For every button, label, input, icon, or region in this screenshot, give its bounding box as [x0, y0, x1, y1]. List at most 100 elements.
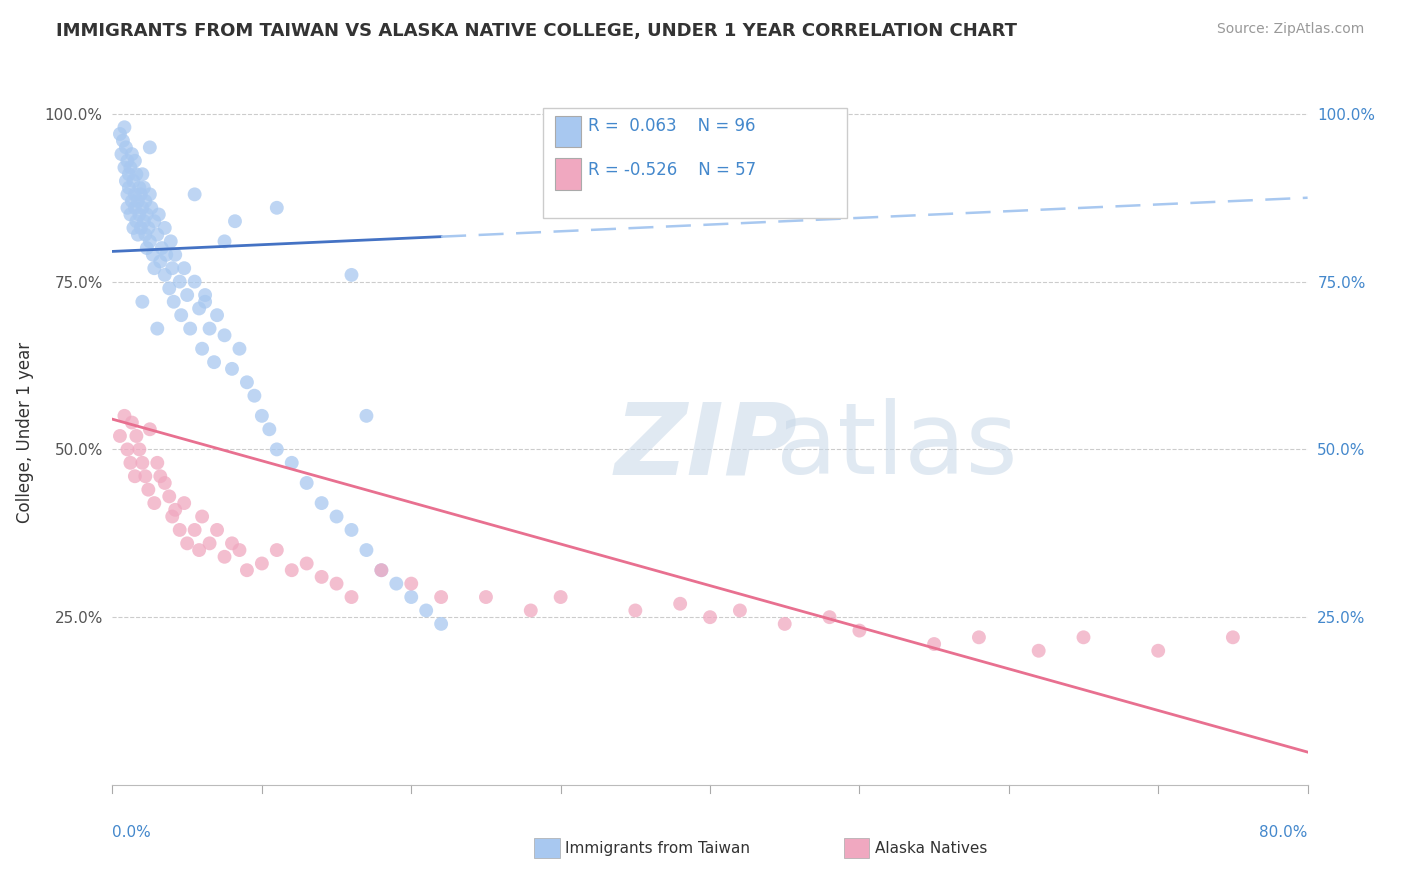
Point	[143, 261, 166, 276]
Point	[129, 187, 152, 202]
Point	[194, 288, 217, 302]
Point	[415, 603, 437, 617]
Point	[163, 294, 186, 309]
Point	[115, 174, 138, 188]
Point	[111, 134, 134, 148]
Point	[170, 308, 193, 322]
Point	[281, 456, 304, 470]
Point	[118, 167, 141, 181]
Point	[340, 590, 363, 604]
Point	[155, 248, 177, 262]
Point	[176, 288, 198, 302]
Point	[818, 610, 841, 624]
Point	[124, 201, 146, 215]
Point	[134, 194, 156, 208]
Point	[370, 563, 392, 577]
Point	[1073, 630, 1095, 644]
Point	[120, 207, 142, 221]
Point	[224, 214, 246, 228]
Point	[153, 268, 176, 282]
Point	[475, 590, 498, 604]
Point	[114, 120, 135, 135]
Point	[125, 214, 148, 228]
Point	[127, 227, 149, 242]
Point	[311, 570, 333, 584]
Point	[128, 180, 150, 194]
Point	[124, 153, 146, 168]
Point	[221, 536, 243, 550]
Point	[228, 543, 250, 558]
Point	[131, 294, 153, 309]
Point	[624, 603, 647, 617]
Point	[228, 342, 250, 356]
Point	[135, 241, 157, 255]
Point	[922, 637, 945, 651]
FancyBboxPatch shape	[543, 109, 848, 218]
Point	[149, 469, 172, 483]
Point	[117, 153, 139, 168]
Point	[120, 456, 142, 470]
Point	[139, 187, 162, 202]
Point	[131, 201, 153, 215]
Point	[325, 576, 347, 591]
Text: atlas: atlas	[776, 398, 1018, 495]
Point	[430, 616, 453, 631]
Text: 80.0%: 80.0%	[1260, 825, 1308, 840]
Point	[125, 429, 148, 443]
Point	[243, 389, 266, 403]
Point	[205, 308, 228, 322]
Text: R =  0.063    N = 96: R = 0.063 N = 96	[588, 117, 755, 135]
Point	[146, 456, 169, 470]
Point	[188, 543, 211, 558]
Point	[169, 275, 191, 289]
Point	[132, 214, 155, 228]
Text: Immigrants from Taiwan: Immigrants from Taiwan	[565, 841, 751, 855]
Point	[356, 409, 378, 423]
Point	[401, 576, 423, 591]
Point	[139, 422, 162, 436]
Point	[179, 321, 201, 335]
Point	[340, 268, 363, 282]
Point	[120, 161, 142, 175]
Point	[134, 469, 156, 483]
Point	[153, 221, 176, 235]
Point	[139, 235, 162, 249]
Point	[202, 355, 225, 369]
Point	[122, 174, 145, 188]
Point	[108, 127, 131, 141]
Point	[146, 321, 169, 335]
Y-axis label: College, Under 1 year: College, Under 1 year	[15, 342, 34, 524]
Point	[699, 610, 721, 624]
Point	[143, 214, 166, 228]
Point	[141, 201, 163, 215]
Point	[295, 475, 318, 490]
Point	[121, 147, 143, 161]
Point	[1222, 630, 1244, 644]
Point	[194, 294, 217, 309]
Point	[1147, 644, 1170, 658]
Point	[121, 194, 143, 208]
Point	[173, 261, 195, 276]
Point	[311, 496, 333, 510]
Point	[176, 536, 198, 550]
Point	[214, 235, 236, 249]
Point	[173, 496, 195, 510]
Point	[236, 563, 259, 577]
Point	[110, 147, 132, 161]
Point	[1028, 644, 1050, 658]
Point	[148, 207, 170, 221]
Point	[157, 489, 180, 503]
Point	[128, 207, 150, 221]
FancyBboxPatch shape	[554, 158, 581, 189]
Point	[520, 603, 543, 617]
Point	[169, 523, 191, 537]
Text: ZIP: ZIP	[614, 398, 797, 495]
Point	[142, 248, 165, 262]
Point	[162, 261, 183, 276]
Point	[150, 241, 173, 255]
Point	[266, 201, 288, 215]
Point	[773, 616, 796, 631]
Point	[848, 624, 870, 638]
Point	[728, 603, 751, 617]
Point	[114, 161, 135, 175]
